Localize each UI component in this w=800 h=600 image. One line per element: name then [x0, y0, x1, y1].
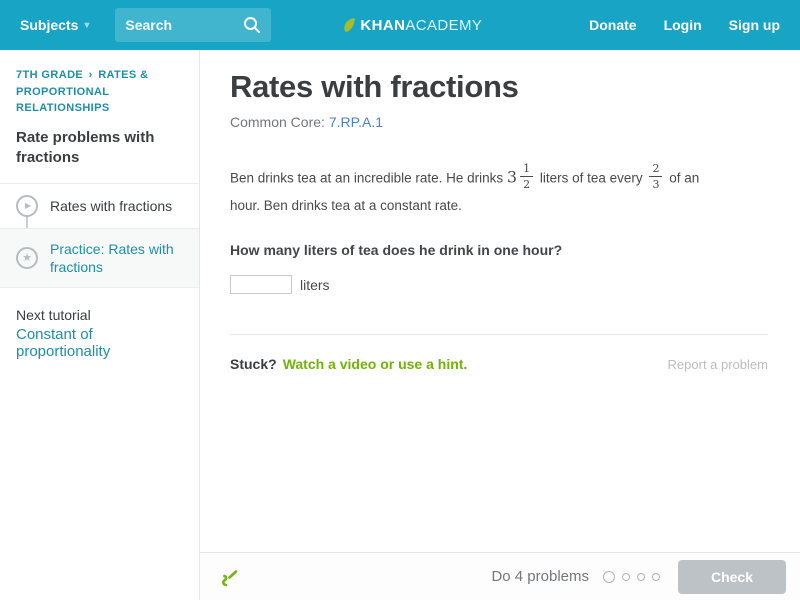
problem-text-1: Ben drinks tea at an incredible rate. He…: [230, 170, 504, 186]
progress-label: Do 4 problems: [491, 568, 589, 585]
hint-link[interactable]: Watch a video or use a hint.: [282, 356, 468, 373]
section-divider: [230, 334, 768, 336]
subjects-menu[interactable]: Subjects ▾: [20, 17, 89, 33]
stuck-label: Stuck?: [230, 356, 277, 373]
content-row: 7TH GRADE › RATES & PROPORTIONAL RELATIO…: [0, 50, 800, 600]
breadcrumb-topic-link[interactable]: RATES & PROPORTIONAL RELATIONSHIPS: [16, 69, 149, 114]
common-core-label: Common Core:: [230, 114, 325, 130]
answer-unit-label: liters: [300, 276, 330, 293]
check-button[interactable]: Check: [678, 559, 786, 594]
exercise-area: Rates with fractions Common Core: 7.RP.A…: [200, 50, 800, 552]
tutorial-title: Rate problems with fractions: [16, 128, 155, 166]
common-core-line: Common Core: 7.RP.A.1: [230, 114, 768, 130]
sidebar: 7TH GRADE › RATES & PROPORTIONAL RELATIO…: [0, 50, 200, 600]
header-links: Donate Login Sign up: [589, 17, 780, 33]
breadcrumb-separator: ›: [88, 69, 93, 81]
mixed-number-whole: 3: [506, 167, 518, 187]
sidebar-item-label: Practice: Rates with fractions: [50, 241, 174, 276]
breadcrumb: 7TH GRADE › RATES & PROPORTIONAL RELATIO…: [16, 67, 183, 117]
donate-link[interactable]: Donate: [589, 17, 637, 33]
play-icon: ▶: [16, 195, 38, 217]
search-icon[interactable]: [243, 16, 261, 34]
tutorial-items: ▶ Rates with fractions ★ Practice: Rates…: [0, 183, 199, 289]
progress-dot: [603, 570, 615, 583]
logo-academy: ACADEMY: [405, 16, 483, 34]
search-box[interactable]: [115, 8, 272, 42]
problem-question: How many liters of tea does he drink in …: [230, 242, 563, 259]
chevron-down-icon: ▾: [84, 19, 90, 31]
search-input[interactable]: [125, 17, 244, 33]
next-tutorial-label: Next tutorial: [16, 307, 91, 324]
sidebar-item-practice[interactable]: ★ Practice: Rates with fractions: [0, 229, 199, 289]
sidebar-item-label: Rates with fractions: [50, 197, 173, 214]
report-problem-link[interactable]: Report a problem: [667, 357, 768, 373]
common-core-link[interactable]: 7.RP.A.1: [328, 114, 384, 130]
hint-row: Stuck? Watch a video or use a hint. Repo…: [230, 356, 768, 372]
next-tutorial-block: Next tutorial Constant of proportionalit…: [0, 288, 199, 379]
subjects-label: Subjects: [20, 17, 79, 33]
sprout-icon: [216, 564, 242, 590]
top-nav: Subjects ▾ KHANACADEMY Donate Login Sign…: [0, 0, 800, 50]
login-link[interactable]: Login: [663, 17, 702, 33]
signup-link[interactable]: Sign up: [728, 17, 780, 33]
progress-dot: [652, 572, 660, 581]
exercise-footer: Do 4 problems Check: [200, 552, 800, 600]
sidebar-header: 7TH GRADE › RATES & PROPORTIONAL RELATIO…: [0, 50, 199, 183]
logo-khan: KHAN: [360, 16, 406, 34]
khan-academy-logo[interactable]: KHANACADEMY: [343, 17, 482, 34]
answer-row: liters: [230, 275, 768, 295]
main-panel: Rates with fractions Common Core: 7.RP.A…: [200, 50, 800, 600]
progress-dot: [622, 572, 630, 581]
leaf-icon: [343, 17, 356, 33]
answer-input[interactable]: [230, 275, 292, 295]
problem-statement: Ben drinks tea at an incredible rate. He…: [230, 162, 726, 218]
progress-dots: [603, 570, 660, 583]
problem-text-3: of an hour. Ben drinks tea at a constant…: [230, 170, 700, 214]
progress-dot: [637, 572, 645, 581]
page-title: Rates with fractions: [230, 69, 519, 104]
breadcrumb-grade-link[interactable]: 7TH GRADE: [16, 69, 84, 81]
problem-text-2: liters of tea every: [539, 170, 643, 186]
sidebar-item-video[interactable]: ▶ Rates with fractions: [0, 184, 199, 229]
next-tutorial-link[interactable]: Constant of proportionality: [16, 326, 111, 361]
star-icon: ★: [16, 247, 38, 270]
